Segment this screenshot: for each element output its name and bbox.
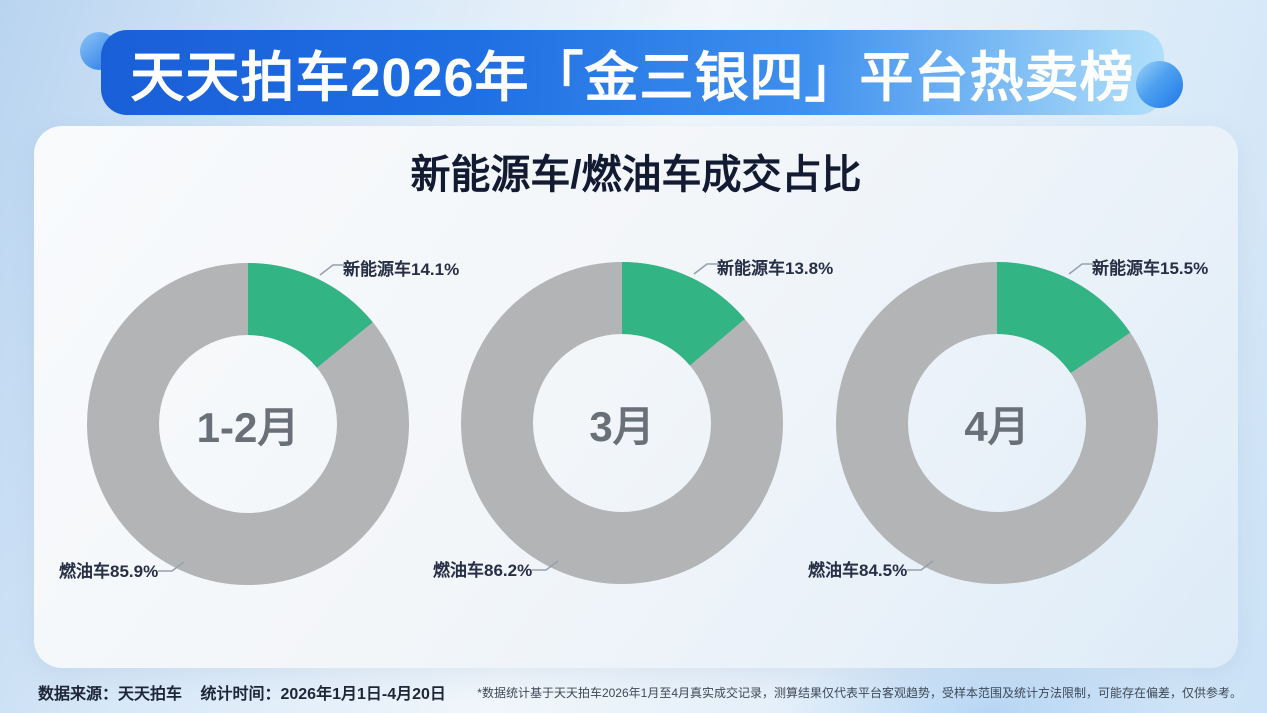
banner-title: 天天拍车2026年「金三银四」平台热卖榜	[130, 48, 1135, 108]
leader-line-ev	[319, 264, 345, 276]
fuel-share-label: 燃油车84.5%	[808, 561, 908, 580]
fuel-share-label: 燃油车86.2%	[433, 561, 533, 580]
disclaimer-note: *数据统计基于天天拍车2026年1月至4月真实成交记录，测算结果仅代表平台客观趋…	[477, 686, 1242, 700]
ev-share-label: 新能源车15.5%	[1092, 259, 1209, 278]
leader-line-ev	[1068, 263, 1094, 275]
donut-ring	[836, 262, 1158, 584]
donut-chart-jan-feb: 1-2月 新能源车14.1% 燃油车85.9%	[59, 260, 459, 585]
donut-center-label: 3月	[589, 402, 655, 450]
fuel-share-label: 燃油车85.9%	[59, 562, 159, 581]
decorative-circle-right	[1136, 61, 1183, 108]
footer-meta: 数据来源：天天拍车 统计时间：2026年1月1日-4月20日	[38, 680, 446, 704]
donut-center-label: 1-2月	[196, 403, 300, 451]
leader-line-ev	[693, 263, 719, 275]
donut-ring	[87, 263, 409, 585]
leader-line-fuel	[532, 560, 559, 571]
stat-period-label: 统计时间：2026年1月1日-4月20日	[200, 686, 446, 703]
title-banner: 天天拍车2026年「金三银四」平台热卖榜	[101, 30, 1164, 115]
ev-share-label: 新能源车13.8%	[717, 259, 834, 278]
donut-chart-apr: 4月 新能源车15.5% 燃油车84.5%	[808, 259, 1208, 584]
leader-line-fuel	[158, 561, 185, 572]
donut-chart-mar: 3月 新能源车13.8% 燃油车86.2%	[433, 259, 833, 584]
ev-share-label: 新能源车14.1%	[343, 260, 460, 279]
leader-line-fuel	[907, 560, 934, 571]
donut-ring	[461, 262, 783, 584]
data-source-label: 数据来源：天天拍车	[38, 686, 183, 703]
donut-center-label: 4月	[964, 402, 1030, 450]
chart-title: 新能源车/燃油车成交占比	[410, 153, 862, 197]
